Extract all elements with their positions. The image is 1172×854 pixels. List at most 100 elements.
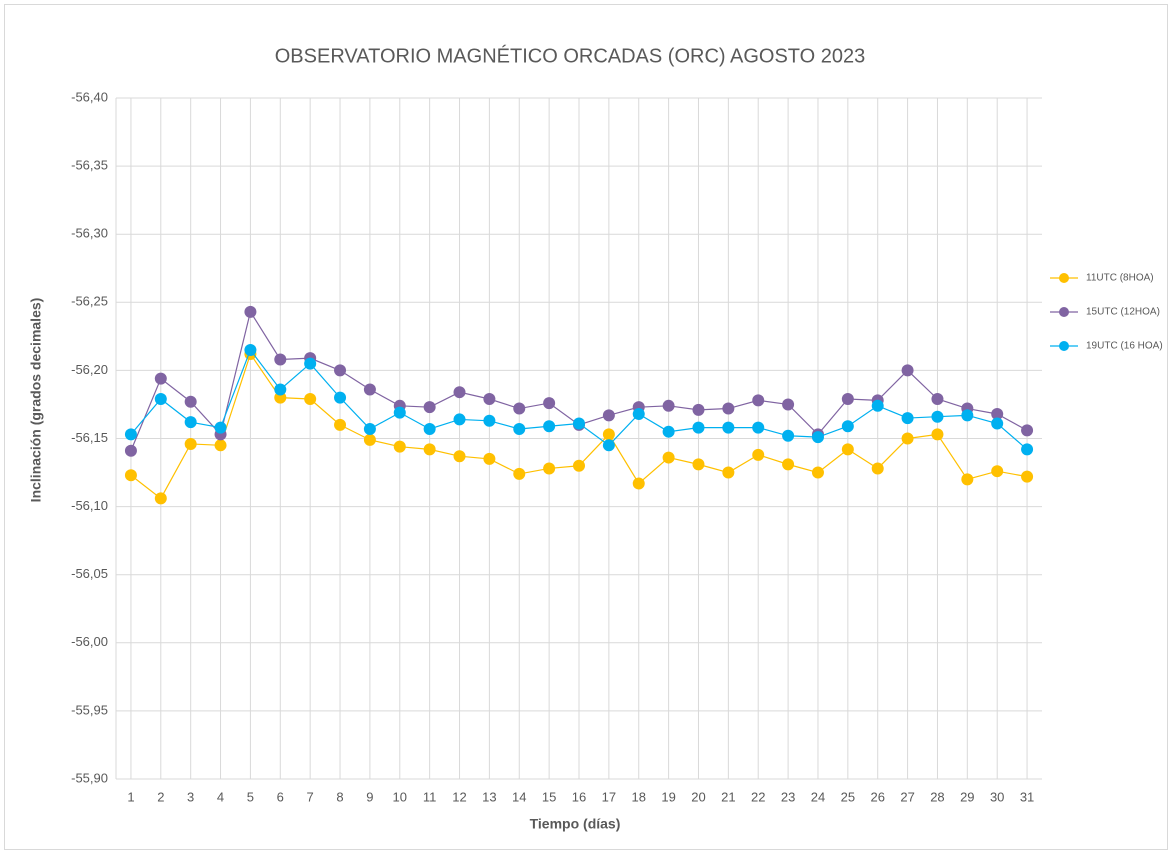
- y-axis-title: Inclinación (grados decimales): [28, 298, 44, 503]
- legend-label: 11UTC (8HOA): [1086, 273, 1154, 284]
- x-tick-label: 11: [423, 789, 437, 804]
- point: [871, 462, 884, 475]
- point: [931, 428, 944, 441]
- point: [513, 402, 526, 415]
- x-tick-label: 28: [930, 789, 944, 804]
- point: [184, 416, 197, 429]
- point: [692, 421, 705, 434]
- point: [244, 305, 257, 318]
- chart-title: OBSERVATORIO MAGNÉTICO ORCADAS (ORC) AGO…: [275, 44, 866, 67]
- x-tick-label: 26: [870, 789, 884, 804]
- point: [393, 406, 406, 419]
- point: [991, 465, 1004, 478]
- point: [363, 422, 376, 435]
- point: [154, 393, 167, 406]
- point: [543, 397, 556, 410]
- x-tick-label: 27: [900, 789, 914, 804]
- point: [662, 399, 675, 412]
- x-tick-label: 29: [960, 789, 974, 804]
- legend-label: 19UTC (16 HOA): [1086, 341, 1163, 352]
- point: [632, 407, 645, 420]
- point: [692, 458, 705, 471]
- y-tick-label: -55,90: [71, 770, 108, 785]
- point: [632, 477, 645, 490]
- point: [334, 418, 347, 431]
- y-tick-label: -56,15: [71, 430, 108, 445]
- point: [722, 466, 735, 479]
- point: [811, 431, 824, 444]
- point: [393, 440, 406, 453]
- x-tick-label: 22: [751, 789, 765, 804]
- x-tick-label: 3: [187, 789, 194, 804]
- point: [214, 421, 227, 434]
- point: [1021, 470, 1034, 483]
- point: [991, 417, 1004, 430]
- point: [841, 443, 854, 456]
- legend-marker: [1059, 307, 1069, 317]
- point: [274, 383, 287, 396]
- point: [483, 452, 496, 465]
- y-tick-label: -56,40: [71, 89, 108, 104]
- legend-marker: [1059, 273, 1069, 283]
- x-tick-label: 18: [632, 789, 646, 804]
- y-tick-label: -55,95: [71, 702, 108, 717]
- point: [334, 391, 347, 404]
- y-tick-label: -56,35: [71, 158, 108, 173]
- point: [513, 422, 526, 435]
- point: [901, 412, 914, 425]
- x-tick-label: 9: [366, 789, 373, 804]
- point: [423, 443, 436, 456]
- y-tick-label: -56,10: [71, 498, 108, 513]
- point: [483, 393, 496, 406]
- x-tick-label: 2: [157, 789, 164, 804]
- x-tick-label: 17: [602, 789, 616, 804]
- point: [543, 462, 556, 475]
- point: [304, 393, 317, 406]
- point: [423, 401, 436, 414]
- point: [961, 409, 974, 422]
- point: [811, 466, 824, 479]
- y-tick-label: -56,00: [71, 634, 108, 649]
- point: [423, 422, 436, 435]
- point: [124, 444, 137, 457]
- point: [752, 448, 765, 461]
- point: [453, 386, 466, 399]
- point: [453, 450, 466, 463]
- x-tick-label: 15: [542, 789, 556, 804]
- point: [184, 395, 197, 408]
- point: [752, 421, 765, 434]
- x-tick-label: 13: [482, 789, 496, 804]
- point: [363, 433, 376, 446]
- point: [782, 429, 795, 442]
- legend-marker: [1059, 341, 1069, 351]
- point: [1021, 443, 1034, 456]
- point: [871, 399, 884, 412]
- x-tick-label: 21: [721, 789, 735, 804]
- x-tick-label: 25: [841, 789, 855, 804]
- x-tick-label: 5: [247, 789, 254, 804]
- point: [124, 428, 137, 441]
- y-tick-label: -56,25: [71, 294, 108, 309]
- point: [752, 394, 765, 407]
- point: [154, 492, 167, 505]
- x-tick-label: 1: [127, 789, 134, 804]
- point: [543, 420, 556, 433]
- y-tick-label: -56,05: [71, 566, 108, 581]
- x-tick-label: 23: [781, 789, 795, 804]
- point: [782, 458, 795, 471]
- point: [722, 402, 735, 415]
- point: [901, 364, 914, 377]
- x-tick-label: 16: [572, 789, 586, 804]
- point: [573, 459, 585, 472]
- x-tick-label: 19: [661, 789, 675, 804]
- point: [304, 357, 317, 370]
- point: [334, 364, 347, 377]
- point: [782, 398, 795, 411]
- x-tick-label: 31: [1020, 789, 1034, 804]
- point: [841, 393, 854, 406]
- point: [274, 353, 287, 366]
- x-tick-label: 12: [452, 789, 466, 804]
- point: [483, 414, 496, 427]
- point: [901, 432, 914, 445]
